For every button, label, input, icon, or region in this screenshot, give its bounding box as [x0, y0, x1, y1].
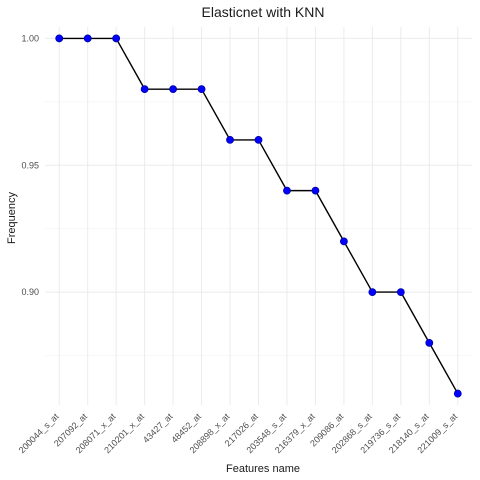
x-axis-label: Features name: [226, 463, 300, 475]
data-point: [283, 186, 291, 195]
y-axis-label: Frequency: [6, 192, 18, 244]
data-point: [55, 34, 64, 43]
y-axis-ticks: 0.90 0.95 1.00: [21, 33, 39, 297]
x-axis-ticks: 200044_s_at207092_at208071_x_at210201_x_…: [17, 411, 460, 455]
data-point: [112, 34, 121, 43]
data-point: [197, 85, 206, 94]
x-tick-label: 43427_at: [141, 411, 175, 445]
x-tick-label: 200044_s_at: [17, 411, 61, 455]
data-point: [311, 186, 320, 195]
data-point: [226, 135, 234, 144]
chart-title: Elasticnet with KNN: [202, 4, 325, 20]
y-tick-label: 1.00: [21, 33, 39, 43]
data-point: [254, 135, 263, 144]
data-point: [140, 85, 149, 94]
data-point: [453, 389, 462, 398]
data-point: [368, 288, 377, 297]
data-point: [83, 34, 92, 43]
y-tick-label: 0.90: [21, 287, 39, 297]
series-layer: [55, 34, 462, 398]
data-point: [425, 338, 434, 347]
y-tick-label: 0.95: [21, 160, 39, 170]
grid: [45, 27, 472, 405]
data-point: [169, 85, 177, 94]
data-point: [339, 237, 348, 246]
data-point: [396, 288, 405, 297]
